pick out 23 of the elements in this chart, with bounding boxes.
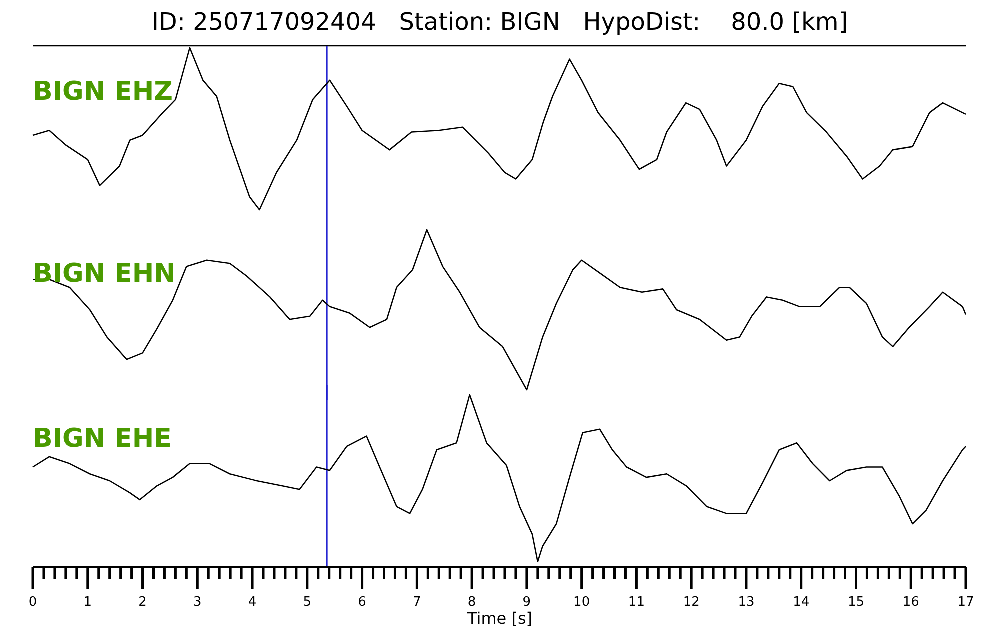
x-tick-label: 15: [848, 595, 865, 610]
x-tick-label: 10: [574, 595, 590, 610]
x-tick-label: 7: [413, 595, 422, 610]
x-tick-label: 16: [902, 595, 920, 610]
x-tick-label: 3: [194, 595, 202, 610]
x-tick-label: 2: [138, 595, 147, 610]
x-tick-label: 11: [628, 595, 645, 610]
series-label: BIGN EHN: [33, 259, 176, 289]
series-label: BIGN EHZ: [33, 77, 174, 107]
x-tick-label: 4: [248, 595, 257, 610]
x-tick-label: 6: [358, 595, 366, 610]
chart-title: ID: 250717092404 Station: BIGN HypoDist: 80.0 [km]: [152, 8, 848, 36]
x-tick-label: 1: [84, 595, 92, 610]
x-axis-title: Time [s]: [466, 609, 533, 628]
x-tick-label: 13: [738, 595, 755, 610]
x-tick-label: 5: [303, 595, 312, 610]
x-tick-label: 9: [522, 595, 532, 610]
series-label: BIGN EHE: [33, 424, 172, 454]
x-tick-label: 0: [28, 595, 38, 610]
x-tick-label: 17: [958, 595, 974, 610]
x-tick-label: 14: [793, 595, 810, 610]
x-tick-label: 12: [683, 595, 700, 610]
x-tick-label: 8: [468, 595, 476, 610]
